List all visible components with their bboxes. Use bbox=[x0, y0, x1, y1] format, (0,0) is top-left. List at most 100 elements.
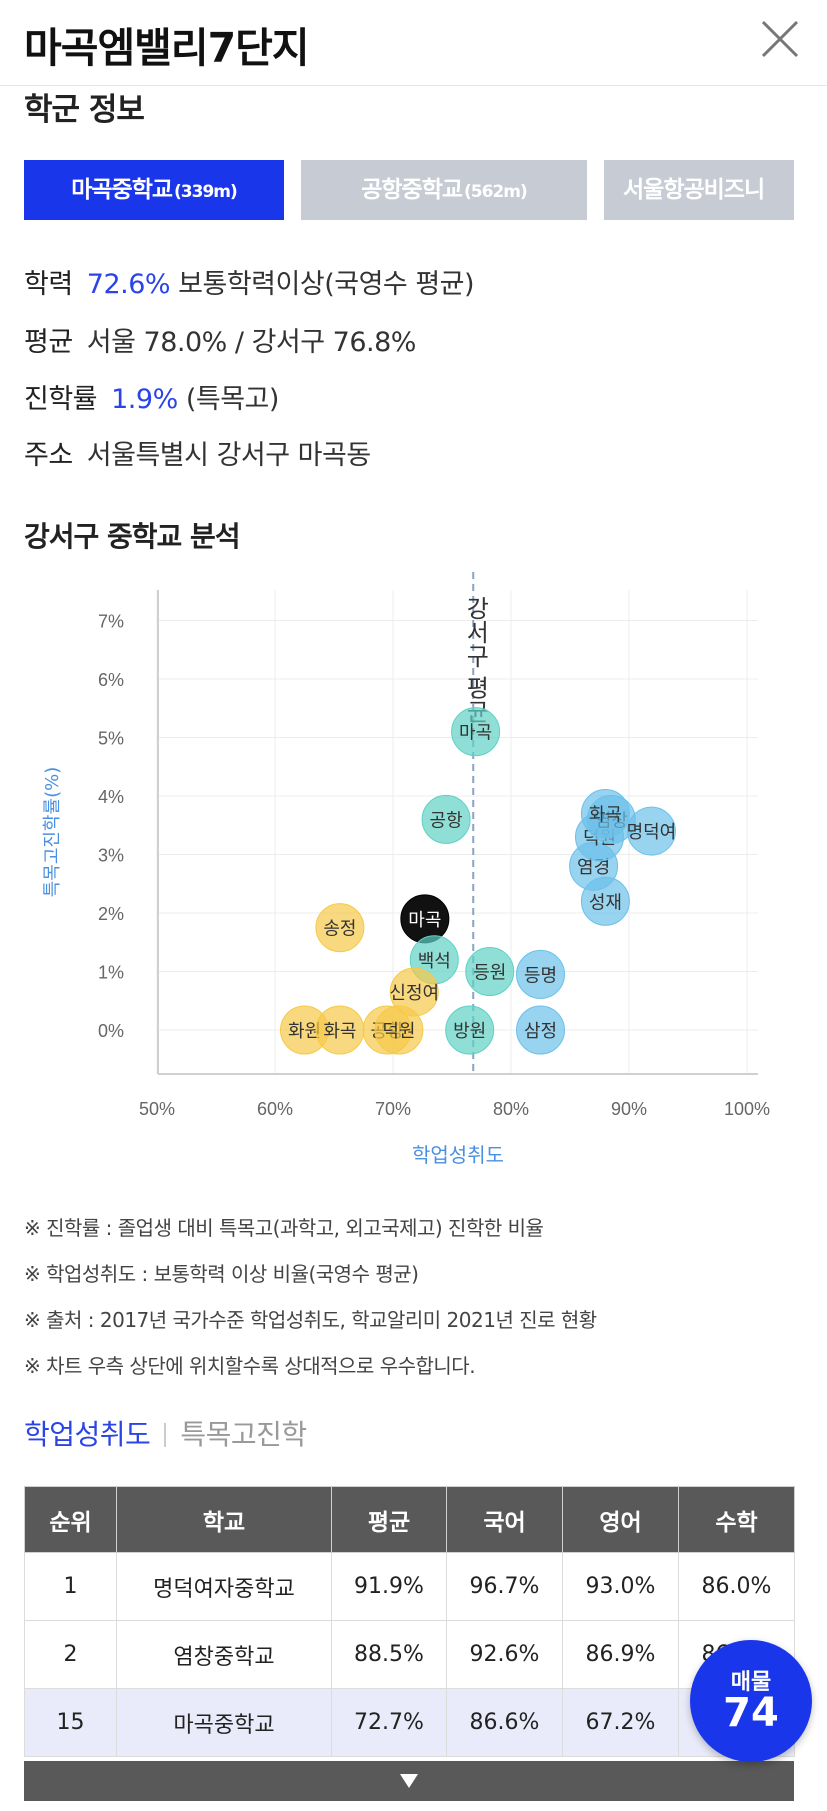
cell-average: 72.7% bbox=[331, 1688, 447, 1757]
achievement-line: 학력 72.6% 보통학력이상(국영수 평균) bbox=[24, 262, 475, 301]
cell-english: 67.2% bbox=[562, 1688, 679, 1757]
average-text: 서울 78.0% / 강서구 76.8% bbox=[86, 327, 417, 358]
chart-notes: ※ 진학률 : 졸업생 대비 특목고(과학고, 외고국제고) 진학한 비율 ※ … bbox=[24, 1205, 804, 1389]
data-point bbox=[451, 707, 501, 757]
tab-special-school[interactable]: 특목고진학 bbox=[180, 1418, 307, 1451]
achievement-value: 72.6% bbox=[86, 269, 171, 300]
cell-average: 91.9% bbox=[331, 1552, 447, 1621]
col-school: 학교 bbox=[116, 1486, 332, 1553]
data-point bbox=[315, 903, 365, 953]
achievement-text: 보통학력이상(국영수 평균) bbox=[178, 269, 475, 300]
advancement-label: 진학률 bbox=[24, 384, 98, 415]
data-point-label: 등원 bbox=[473, 963, 506, 984]
scatter-chart: 0% 1% 2% 3% 4% 5% 6% 7% 50% 60% 70% 80% 90% 100% 학업성취도… bbox=[42, 572, 770, 1167]
cell-korean: 96.7% bbox=[446, 1552, 563, 1621]
cell-rank: 2 bbox=[24, 1620, 117, 1689]
table-row[interactable]: 2 염창중학교 88.5% 92.6% 86.9% 86.0% bbox=[24, 1620, 795, 1689]
data-point-label: 성재 bbox=[589, 892, 622, 913]
tab-school-distance: (562m) bbox=[464, 182, 528, 202]
data-point-label: 방원 bbox=[453, 1021, 486, 1042]
expand-table-button[interactable] bbox=[24, 1761, 794, 1801]
col-korean: 국어 bbox=[446, 1486, 563, 1553]
tab-school-name: 마곡중학교 bbox=[71, 177, 173, 203]
average-line: 평균 서울 78.0% / 강서구 76.8% bbox=[24, 320, 416, 359]
data-point-label: 백석 bbox=[418, 951, 451, 972]
cell-korean: 86.6% bbox=[446, 1688, 563, 1757]
data-point bbox=[516, 1005, 565, 1055]
data-point-label: 삼정 bbox=[524, 1021, 557, 1042]
tab-school-2[interactable]: 공항중학교 (562m) bbox=[301, 160, 587, 220]
y-tick-label: 5% bbox=[98, 729, 124, 749]
data-point bbox=[516, 949, 565, 999]
data-point-label: 마곡 bbox=[408, 910, 441, 931]
tab-school-distance: (339m) bbox=[174, 182, 238, 202]
data-point bbox=[421, 794, 471, 844]
header: 마곡엠밸리7단지 bbox=[0, 0, 827, 86]
data-point-label: 덕원 bbox=[382, 1021, 415, 1042]
data-point-label: 명덕여 bbox=[627, 822, 677, 843]
listings-count: 74 bbox=[723, 1690, 779, 1736]
reference-line-label: 강서구 평균 bbox=[461, 596, 489, 724]
x-tick-label: 100% bbox=[724, 1099, 770, 1119]
data-point-label: 마곡 bbox=[459, 723, 492, 744]
y-tick-label: 6% bbox=[98, 670, 124, 690]
listings-label: 매물 bbox=[730, 1670, 772, 1695]
cell-school: 마곡중학교 bbox=[116, 1688, 332, 1757]
x-tick-label: 60% bbox=[257, 1099, 293, 1119]
x-tick-label: 90% bbox=[611, 1099, 647, 1119]
y-tick-label: 2% bbox=[98, 904, 124, 924]
y-tick-label: 1% bbox=[98, 963, 124, 983]
data-point-label: 화원 bbox=[288, 1021, 321, 1042]
note-source: ※ 출처 : 2017년 국가수준 학업성취도, 학교알리미 2021년 진로 … bbox=[24, 1308, 597, 1332]
tab-school-3[interactable]: 서울항공비즈니 bbox=[604, 160, 794, 220]
tab-school-1[interactable]: 마곡중학교 (339m) bbox=[24, 160, 284, 220]
tab-achievement[interactable]: 학업성취도 bbox=[24, 1418, 151, 1451]
address-line: 주소 서울특별시 강서구 마곡동 bbox=[24, 433, 371, 472]
table-header-row: 순위 학교 평균 국어 영어 수학 bbox=[24, 1486, 795, 1553]
cell-english: 93.0% bbox=[562, 1552, 679, 1621]
cell-math: 86.0% bbox=[678, 1552, 795, 1621]
note-achievement: ※ 학업성취도 : 보통학력 이상 비율(국영수 평균) bbox=[24, 1262, 419, 1286]
data-point-label: 염경 bbox=[577, 857, 610, 878]
ranking-tabs: 학업성취도 특목고진학 bbox=[24, 1413, 307, 1453]
table-row[interactable]: 1 명덕여자중학교 91.9% 96.7% 93.0% 86.0% bbox=[24, 1552, 795, 1621]
col-english: 영어 bbox=[562, 1486, 679, 1553]
x-axis-title: 학업성취도 bbox=[412, 1143, 504, 1167]
cell-rank: 15 bbox=[24, 1688, 117, 1757]
note-advancement: ※ 진학률 : 졸업생 대비 특목고(과학고, 외고국제고) 진학한 비율 bbox=[24, 1216, 544, 1240]
cell-school: 염창중학교 bbox=[116, 1620, 332, 1689]
cell-average: 88.5% bbox=[331, 1620, 447, 1689]
chevron-down-icon bbox=[400, 1774, 418, 1788]
ranking-table: 순위 학교 평균 국어 영어 수학 1 명덕여자중학교 91.9% 96.7% … bbox=[24, 1486, 795, 1757]
x-tick-label: 80% bbox=[493, 1099, 529, 1119]
advancement-value: 1.9% bbox=[111, 384, 178, 415]
data-point-label: 공항 bbox=[430, 810, 463, 831]
tab-divider bbox=[164, 1423, 167, 1447]
advancement-line: 진학률 1.9% (특목고) bbox=[24, 377, 279, 416]
table-row-current[interactable]: 15 마곡중학교 72.7% 86.6% 67.2% 64.4% bbox=[24, 1688, 795, 1757]
school-info-title: 학군 정보 bbox=[24, 92, 145, 128]
tab-school-name: 서울항공비즈니 bbox=[623, 177, 765, 203]
listings-fab-button[interactable]: 매물 74 bbox=[690, 1640, 812, 1762]
data-point-label: 등명 bbox=[524, 965, 557, 986]
achievement-label: 학력 bbox=[24, 269, 73, 300]
cell-english: 86.9% bbox=[562, 1620, 679, 1689]
close-icon[interactable] bbox=[759, 18, 801, 60]
data-point-label: 송정 bbox=[323, 919, 356, 940]
data-point bbox=[445, 1005, 495, 1055]
cell-school: 명덕여자중학교 bbox=[116, 1552, 332, 1621]
average-label: 평균 bbox=[24, 327, 73, 358]
data-point bbox=[580, 789, 630, 839]
x-tick-label: 50% bbox=[139, 1099, 175, 1119]
tab-school-name: 공항중학교 bbox=[361, 177, 463, 203]
data-point-label: 화곡 bbox=[589, 805, 622, 826]
address-text: 서울특별시 강서구 마곡동 bbox=[86, 440, 371, 471]
y-tick-label: 0% bbox=[98, 1021, 124, 1041]
address-label: 주소 bbox=[24, 440, 73, 471]
x-tick-label: 70% bbox=[375, 1099, 411, 1119]
y-axis-title: 특목고진학률(%) bbox=[42, 767, 63, 898]
col-average: 평균 bbox=[331, 1486, 447, 1553]
col-math: 수학 bbox=[678, 1486, 795, 1553]
col-rank: 순위 bbox=[24, 1486, 117, 1553]
data-point-label: 화곡 bbox=[323, 1021, 356, 1042]
